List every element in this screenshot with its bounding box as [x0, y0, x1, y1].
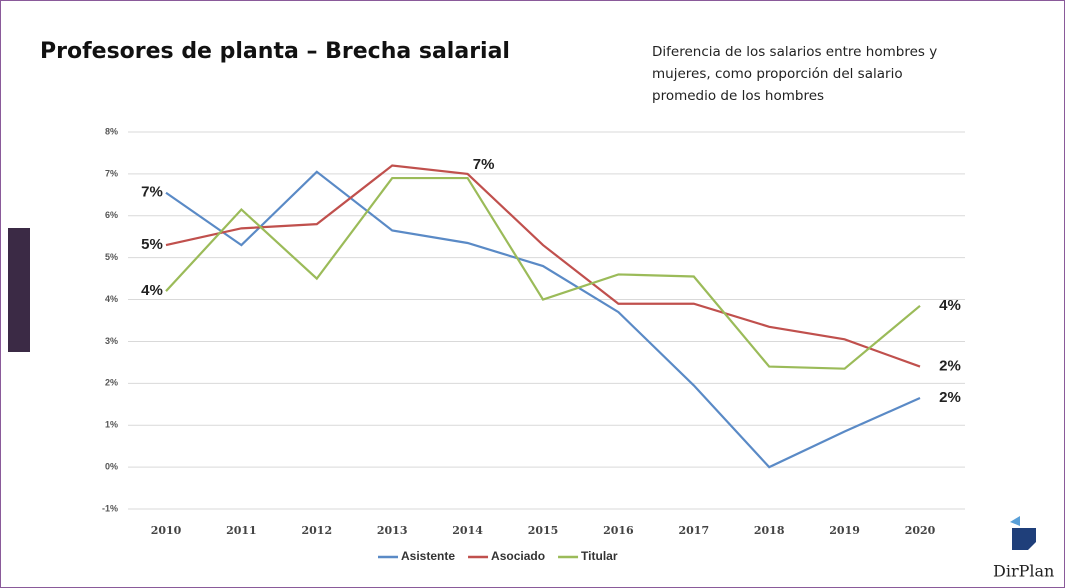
logo: DirPlan [993, 516, 1054, 581]
x-tick-label: 2013 [377, 524, 408, 537]
subtitle-line: mujeres, como proporción del salario [652, 66, 903, 82]
x-tick-label: 2017 [678, 524, 709, 537]
y-tick-label: -1% [102, 503, 118, 513]
chart-title: Profesores de planta – Brecha salarial [40, 39, 510, 64]
legend-label: Asociado [491, 549, 545, 563]
y-tick-label: 7% [105, 168, 118, 178]
value-label: 4% [141, 282, 163, 299]
y-tick-label: 5% [105, 252, 118, 262]
y-tick-label: 4% [105, 294, 118, 304]
y-tick-label: 6% [105, 210, 118, 220]
subtitle: Diferencia de los salarios entre hombres… [652, 44, 937, 104]
x-tick-label: 2014 [452, 524, 483, 537]
series-line [165, 176, 921, 370]
x-tick-label: 2012 [301, 524, 332, 537]
y-tick-label: 2% [105, 378, 118, 388]
value-label: 5% [141, 236, 163, 253]
y-tick-label: 1% [105, 420, 118, 430]
x-tick-label: 2015 [528, 524, 559, 537]
series-line [165, 170, 921, 469]
value-label: 2% [939, 389, 961, 406]
subtitle-line: promedio de los hombres [652, 88, 824, 104]
logo-text: DirPlan [993, 562, 1054, 581]
value-label: 7% [141, 184, 163, 201]
value-label: 4% [939, 297, 961, 314]
x-tick-label: 2019 [829, 524, 860, 537]
y-tick-label: 0% [105, 461, 118, 471]
y-tick-label: 8% [105, 126, 118, 136]
legend-label: Asistente [401, 549, 455, 563]
side-bar [8, 228, 30, 352]
value-label: 7% [473, 156, 495, 173]
x-tick-label: 2020 [905, 524, 936, 537]
x-tick-label: 2011 [226, 524, 257, 537]
subtitle-line: Diferencia de los salarios entre hombres… [652, 44, 937, 60]
y-tick-label: 3% [105, 336, 118, 346]
series-line [165, 164, 921, 368]
x-tick-label: 2010 [151, 524, 182, 537]
x-tick-label: 2018 [754, 524, 785, 537]
value-label: 2% [939, 358, 961, 375]
legend-label: Titular [581, 549, 618, 563]
x-tick-label: 2016 [603, 524, 634, 537]
